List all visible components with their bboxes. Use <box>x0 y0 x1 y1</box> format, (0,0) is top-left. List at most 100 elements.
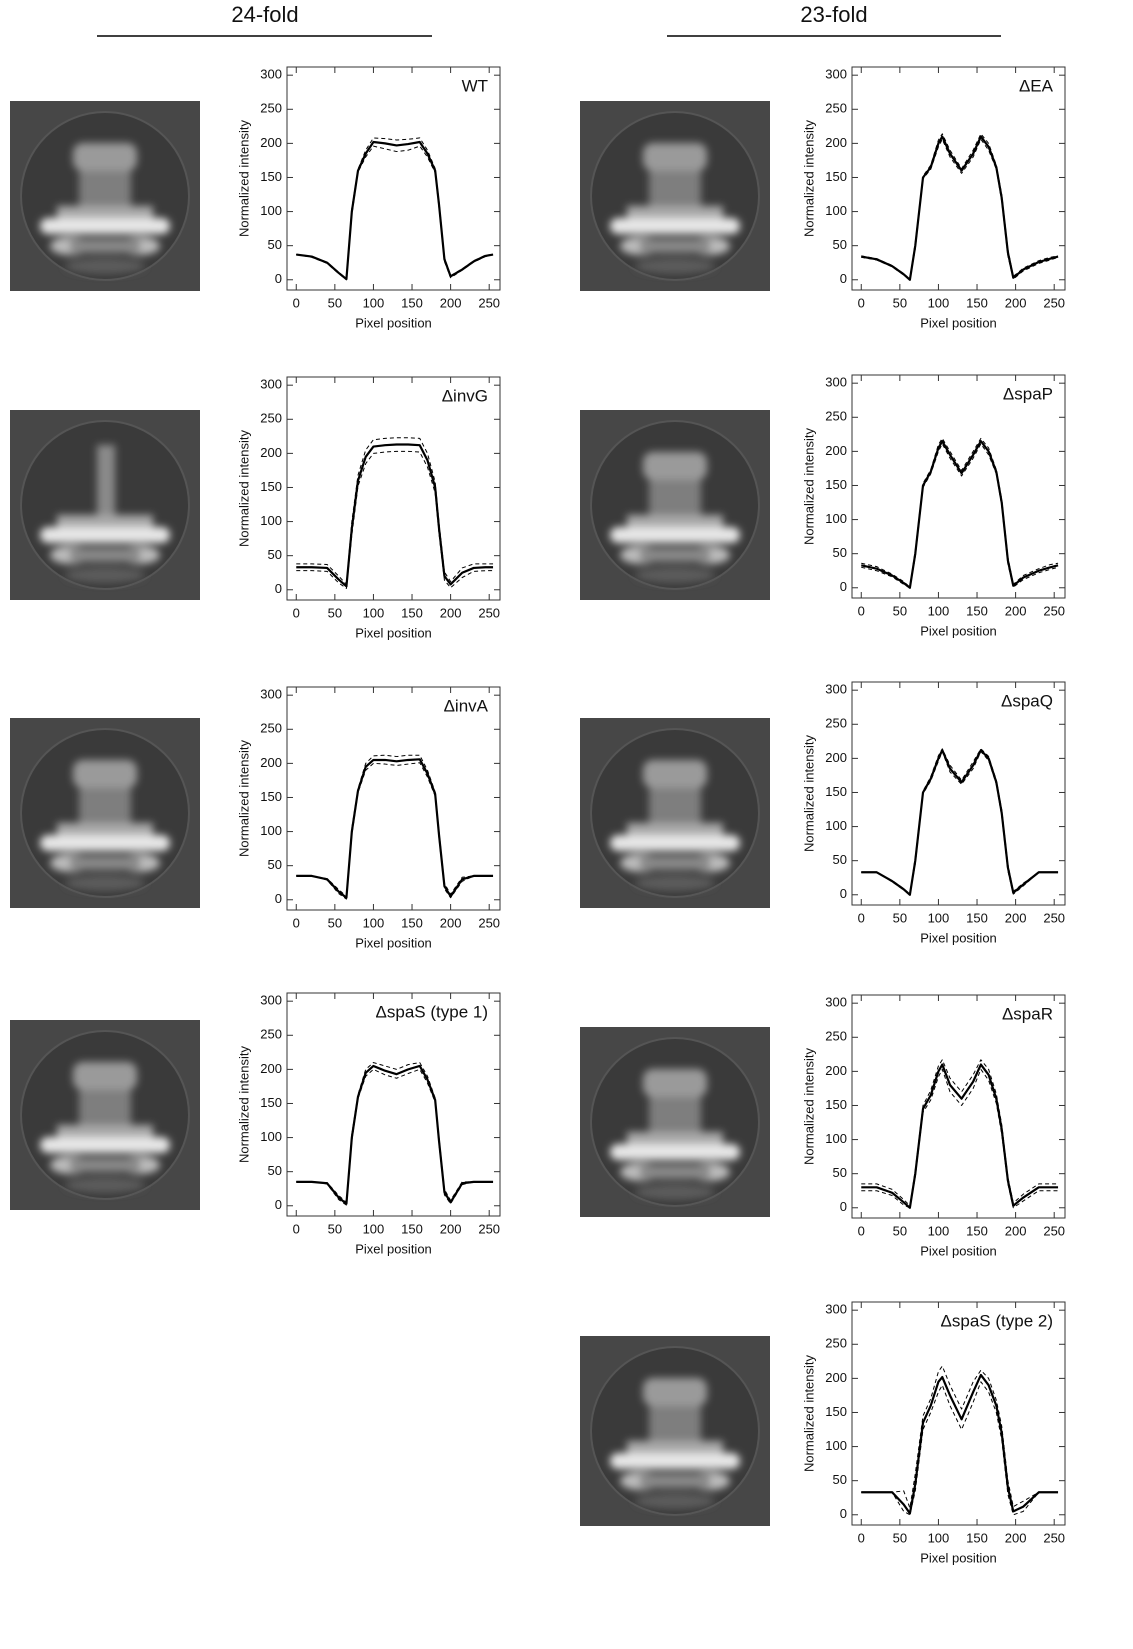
x-tick-label: 250 <box>478 605 500 620</box>
y-tick-label: 250 <box>260 101 282 116</box>
em-bright-band <box>610 1144 740 1160</box>
x-tick-label: 150 <box>401 1221 423 1236</box>
em-head <box>73 1062 137 1090</box>
y-tick-label: 250 <box>825 1336 847 1351</box>
em-image <box>580 1027 770 1217</box>
y-tick-label: 250 <box>260 411 282 426</box>
y-tick-label: 200 <box>825 750 847 765</box>
y-tick-label: 50 <box>833 1472 847 1487</box>
y-tick-label: 150 <box>825 169 847 184</box>
y-tick-label: 300 <box>260 687 282 702</box>
y-tick-label: 200 <box>825 443 847 458</box>
panel-title: ΔspaR <box>1002 1004 1053 1023</box>
x-tick-label: 200 <box>1005 603 1027 618</box>
x-tick-label: 150 <box>401 605 423 620</box>
em-bright-band <box>40 527 170 543</box>
y-tick-label: 100 <box>260 823 282 838</box>
x-tick-label: 250 <box>478 295 500 310</box>
em-lower-ring <box>640 548 710 562</box>
x-tick-label: 150 <box>966 603 988 618</box>
em-head <box>73 143 137 171</box>
y-tick-label: 150 <box>825 477 847 492</box>
panel-title: ΔspaQ <box>1001 691 1053 710</box>
y-tick-label: 300 <box>825 995 847 1010</box>
y-tick-label: 100 <box>825 203 847 218</box>
y-tick-label: 300 <box>825 375 847 390</box>
em-lower-ring <box>640 239 710 253</box>
em-image <box>10 410 200 600</box>
y-tick-label: 100 <box>825 1131 847 1146</box>
y-tick-label: 200 <box>260 755 282 770</box>
em-lower-ring <box>640 1474 710 1488</box>
y-tick-label: 150 <box>260 789 282 804</box>
range-line <box>296 138 493 278</box>
em-image <box>580 1336 770 1526</box>
y-tick-label: 150 <box>260 1095 282 1110</box>
x-tick-label: 0 <box>858 910 865 925</box>
figure: 24-fold 23-fold 050100150200250050100150… <box>0 0 1133 1644</box>
plot-frame <box>852 682 1065 905</box>
mean-line <box>861 441 1058 588</box>
y-axis-label: Normalized intensity <box>801 734 816 852</box>
y-tick-label: 50 <box>268 237 282 252</box>
x-tick-label: 0 <box>293 915 300 930</box>
em-head <box>643 1069 707 1097</box>
x-tick-label: 50 <box>893 1223 907 1238</box>
em-lower-ring <box>640 856 710 870</box>
range-line <box>296 438 493 585</box>
range-line <box>861 749 1058 894</box>
y-tick-label: 250 <box>825 716 847 731</box>
y-tick-label: 100 <box>260 513 282 528</box>
em-lower-ring <box>640 1165 710 1179</box>
y-tick-label: 300 <box>260 993 282 1008</box>
mean-line <box>296 142 493 279</box>
panel-title: ΔspaP <box>1003 384 1053 403</box>
x-tick-label: 100 <box>928 603 950 618</box>
x-tick-label: 150 <box>401 915 423 930</box>
em-image <box>580 101 770 291</box>
range-line <box>296 146 493 280</box>
em-lower-ring <box>70 239 140 253</box>
em-head <box>73 760 137 788</box>
em-head <box>643 1378 707 1406</box>
x-tick-label: 50 <box>328 605 342 620</box>
em-bright-band <box>40 835 170 851</box>
x-tick-label: 0 <box>293 605 300 620</box>
em-base <box>635 258 715 274</box>
range-line <box>861 752 1058 895</box>
y-tick-label: 150 <box>260 479 282 494</box>
y-tick-label: 250 <box>260 1027 282 1042</box>
y-tick-label: 250 <box>825 101 847 116</box>
y-tick-label: 100 <box>825 511 847 526</box>
em-lower-ring <box>70 548 140 562</box>
column-header: 23-fold <box>800 2 867 27</box>
y-tick-label: 300 <box>260 67 282 82</box>
page: {"headers": ["24-fold", "23-fold"], "cha… <box>0 0 1133 1649</box>
y-tick-label: 300 <box>825 1302 847 1317</box>
y-tick-label: 250 <box>825 1029 847 1044</box>
x-tick-label: 50 <box>893 295 907 310</box>
mean-line <box>296 445 493 587</box>
range-line <box>861 1366 1058 1508</box>
em-base <box>635 1493 715 1509</box>
y-tick-label: 300 <box>825 682 847 697</box>
x-tick-label: 100 <box>363 915 385 930</box>
y-axis-label: Normalized intensity <box>236 429 251 547</box>
y-axis-label: Normalized intensity <box>236 739 251 857</box>
y-tick-label: 200 <box>825 1370 847 1385</box>
x-tick-label: 250 <box>1043 295 1065 310</box>
em-base <box>635 567 715 583</box>
x-tick-label: 150 <box>401 295 423 310</box>
range-line <box>861 438 1058 587</box>
y-axis-label: Normalized intensity <box>801 119 816 237</box>
x-tick-label: 150 <box>966 295 988 310</box>
y-axis-label: Normalized intensity <box>236 119 251 237</box>
x-tick-label: 150 <box>966 1530 988 1545</box>
x-tick-label: 200 <box>1005 1223 1027 1238</box>
x-tick-label: 200 <box>440 915 462 930</box>
y-tick-label: 0 <box>840 1199 847 1214</box>
x-tick-label: 50 <box>893 910 907 925</box>
y-tick-label: 150 <box>825 1097 847 1112</box>
x-axis-label: Pixel position <box>920 930 997 945</box>
x-axis-label: Pixel position <box>920 1550 997 1565</box>
